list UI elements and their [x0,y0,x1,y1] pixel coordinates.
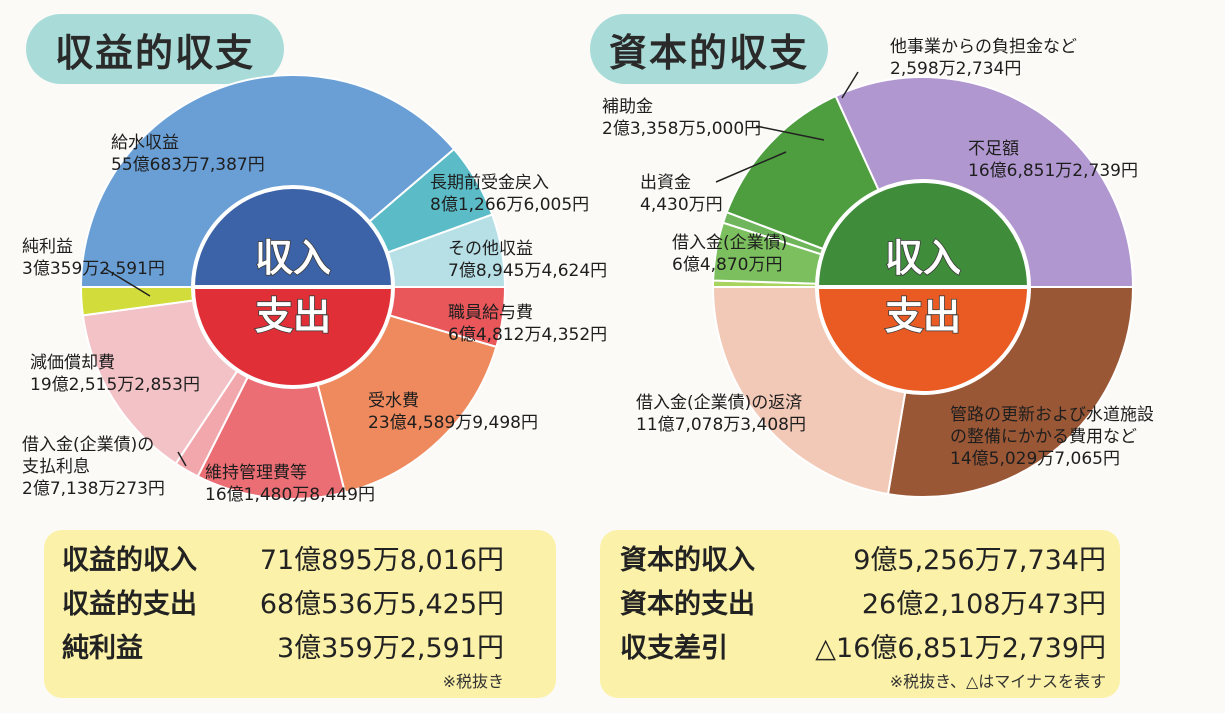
summary-value: 3億359万2,591円 [276,633,504,664]
leader-line [755,125,825,141]
left-chart-title: 収益的収支 [26,14,284,84]
label-genka: 減価償却費 19億2,515万2,853円 [30,353,200,395]
leader-line [715,151,787,183]
summary-row: 資本的収入 9億5,256万7,734円 [600,538,1120,584]
right-chart-title: 資本的収支 [590,14,828,84]
label-hensai: 借入金(企業債)の返済 11億7,078万3,408円 [636,393,806,435]
label-hojo: 補助金 2億3,358万5,000円 [602,97,762,139]
summary-row: 収益的支出 68億536万5,425円 [44,582,556,628]
inner-income-half [817,181,1029,287]
summary-row: 収益的収入 71億895万8,016円 [44,538,556,584]
summary-box-right: 資本的収入 9億5,256万7,734円 資本的支出 26億2,108万473円… [600,530,1120,698]
summary-value: 68億536万5,425円 [259,589,504,620]
label-shiharai: 借入金(企業債)の 支払利息 2億7,138万273円 [22,435,165,499]
leader-line [177,451,187,467]
label-fusoku: 不足額 16億6,851万2,739円 [968,139,1138,181]
label-sonota: その他収益 7億8,945万4,624円 [448,239,608,281]
summary-value: 71億895万8,016円 [259,545,504,576]
summary-row: 収支差引 △16億6,851万2,739円 [600,626,1120,672]
summary-note: ※税抜き [442,672,504,691]
expense-center-label: 支出 [885,294,961,338]
summary-row: 純利益 3億359万2,591円 [44,626,556,672]
summary-key: 資本的収入 [620,545,755,576]
label-shokuin: 職員給与費 6億4,812万4,352円 [448,303,608,345]
inner-expense-half [193,287,393,387]
expense-center-label: 支出 [255,294,331,338]
summary-row: 資本的支出 26億2,108万473円 [600,582,1120,628]
label-choki: 長期前受金戻入 8億1,266万6,005円 [430,173,590,215]
summary-value: 26億2,108万473円 [861,589,1106,620]
label-jusui: 受水費 23億4,589万9,498円 [368,391,538,433]
inner-income-half [193,187,393,287]
label-shusshi: 出資金 4,430万円 [640,173,723,215]
left-expense-slice [196,284,347,500]
summary-value: 9億5,256万7,734円 [853,545,1106,576]
summary-key: 資本的支出 [620,589,755,620]
inner-expense-half [817,287,1029,393]
label-kariire: 借入金(企業債) 6億4,870万円 [672,233,788,275]
income-center-label: 収入 [255,236,331,280]
summary-key: 収益的収入 [62,545,197,576]
summary-value: △16億6,851万2,739円 [815,633,1106,664]
leader-line [841,71,859,99]
summary-note: ※税抜き、△はマイナスを表す [889,672,1106,691]
left-income-slice [79,74,456,288]
summary-box-left: 収益的収入 71億895万8,016円 収益的支出 68億536万5,425円 … [44,530,556,698]
income-center-label: 収入 [885,236,961,280]
summary-key: 収支差引 [620,633,728,664]
summary-key: 純利益 [62,633,143,664]
label-kanro: 管路の更新および水道施設 の整備にかかる費用など 14億5,029万7,065円 [950,405,1154,469]
summary-key: 収益的支出 [62,589,197,620]
label-kyusui: 給水収益 55億683万7,387円 [111,133,265,175]
label-tajigyo: 他事業からの負担金など 2,598万2,734円 [890,37,1077,79]
leader-line [103,267,151,297]
label-iji: 維持管理費等 16億1,480万8,449円 [205,463,375,505]
label-junrieki: 純利益 3億359万2,591円 [22,237,165,279]
